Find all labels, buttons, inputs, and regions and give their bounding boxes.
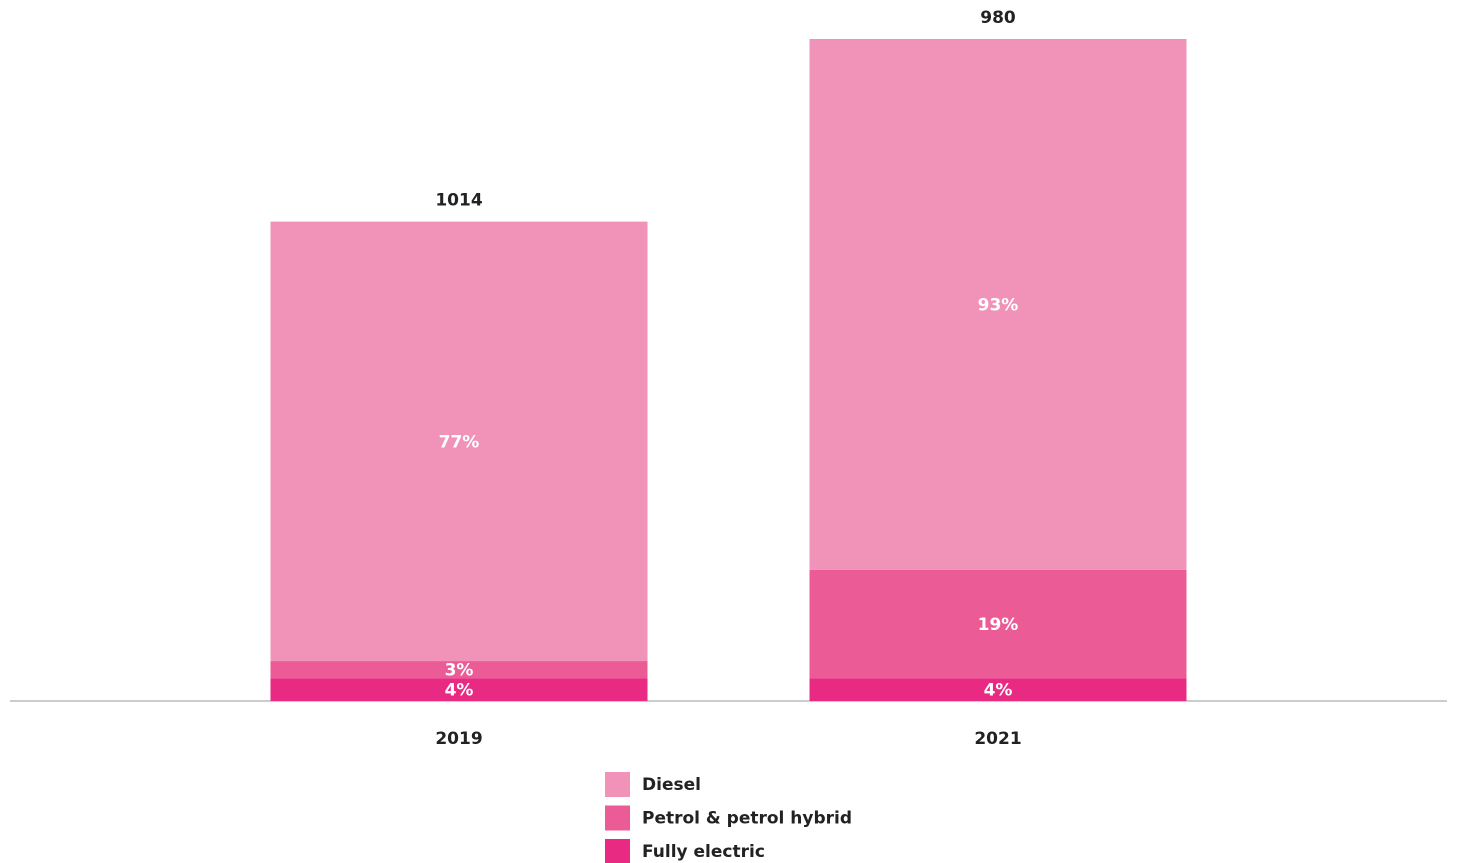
x-tick-label: 2021	[974, 729, 1021, 749]
value-label: 77%	[439, 432, 480, 452]
legend-swatch	[605, 772, 630, 797]
total-label: 980	[980, 8, 1016, 28]
legend-swatch	[605, 839, 630, 863]
value-label: 4%	[445, 681, 474, 701]
bar-segment	[270, 678, 648, 701]
value-label: 4%	[984, 681, 1013, 701]
legend-label: Fully electric	[642, 842, 765, 862]
bar-segment	[809, 569, 1187, 679]
legend-swatch	[605, 805, 630, 831]
bar-segment	[270, 221, 648, 662]
total-label: 1014	[435, 191, 482, 211]
legend-label: Diesel	[642, 775, 701, 795]
legend-label: Petrol & petrol hybrid	[642, 809, 852, 829]
bar-segment	[270, 661, 648, 679]
value-label: 19%	[978, 615, 1019, 635]
bar-segment	[809, 678, 1187, 701]
bar-segment	[809, 39, 1187, 570]
x-tick-label: 2019	[435, 729, 482, 749]
value-label: 3%	[445, 661, 474, 681]
value-label: 93%	[978, 295, 1019, 315]
